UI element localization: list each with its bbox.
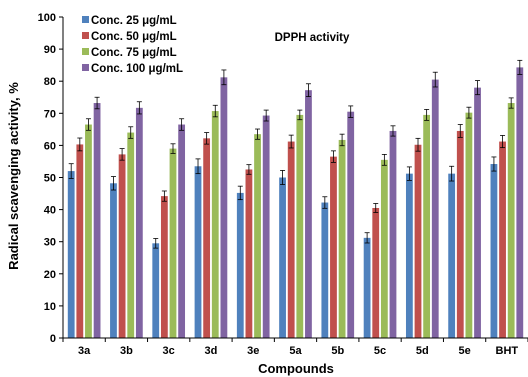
error-bars-layer (68, 59, 523, 249)
x-axis-label: Compounds (258, 361, 334, 376)
legend-swatch (82, 16, 89, 23)
bar (499, 141, 506, 338)
bar (76, 144, 84, 338)
y-tick-label: 40 (44, 205, 56, 217)
bar (127, 132, 135, 338)
y-tick-label: 100 (38, 12, 56, 24)
legend-swatch (82, 32, 89, 39)
y-tick-label: 50 (44, 173, 56, 185)
x-tick-label: 3d (205, 345, 218, 357)
bar (372, 207, 380, 338)
bar (203, 138, 211, 338)
bar (169, 148, 177, 338)
legend-label: Conc. 25 μg/mL (91, 15, 177, 27)
bar (279, 177, 286, 338)
bar (516, 67, 524, 338)
bar (296, 114, 304, 338)
bar (152, 243, 160, 338)
y-tick-label: 70 (44, 108, 56, 120)
bar (474, 87, 481, 339)
bar (194, 166, 202, 338)
x-tick-label: 3e (247, 345, 259, 357)
bar (67, 171, 75, 338)
y-tick-label: 90 (44, 44, 56, 56)
chart-title: DPPH activity (275, 32, 350, 44)
y-tick-label: 60 (44, 140, 56, 152)
bar (414, 144, 422, 338)
bar (363, 237, 371, 338)
x-tick-label: 3c (163, 345, 175, 357)
bar (321, 202, 329, 338)
bar (456, 130, 464, 338)
bars-layer (67, 67, 524, 339)
x-tick-label: 5b (331, 345, 344, 357)
bar (118, 154, 126, 338)
legend-swatch (82, 64, 89, 71)
x-tick-label: 5a (289, 345, 302, 357)
bar (85, 124, 92, 338)
y-tick-label: 80 (44, 76, 56, 88)
bar (448, 173, 456, 338)
bar (245, 169, 253, 338)
bar (465, 112, 473, 339)
x-tick-label: 3a (78, 345, 91, 357)
bar (380, 159, 388, 338)
legend-label: Conc. 75 μg/mL (91, 47, 177, 59)
bar (490, 164, 498, 338)
bar (330, 156, 337, 338)
bar (347, 111, 355, 338)
x-tick-label: 5d (416, 345, 429, 357)
y-tick-label: 30 (44, 237, 56, 249)
bar (287, 141, 295, 338)
bar (389, 130, 397, 338)
bar (338, 139, 346, 338)
bar (431, 79, 439, 338)
x-ticks: 3a 3b 3c 3d 3e 5a 5b 5c 5d 5e BHT (62, 338, 528, 357)
bar (135, 107, 143, 338)
bar (220, 77, 228, 339)
bar (405, 173, 413, 338)
y-tick-label: 0 (50, 333, 56, 345)
bar (178, 124, 186, 338)
x-tick-label: BHT (496, 345, 519, 357)
legend-swatch (82, 48, 89, 55)
x-tick-label: 5e (458, 345, 470, 357)
x-tick-label: 5c (374, 345, 386, 357)
bar (211, 111, 219, 338)
legend-label: Conc. 50 μg/mL (91, 31, 177, 43)
y-tick-label: 20 (44, 269, 56, 281)
x-tick-label: 3b (120, 345, 133, 357)
legend-label: Conc. 100 μg/mL (91, 63, 183, 75)
y-tick-label: 10 (44, 301, 56, 313)
bar (507, 103, 515, 338)
y-ticks: 0 10 20 30 40 50 60 70 80 90 100 (38, 12, 63, 345)
bar (160, 196, 168, 338)
legend: Conc. 25 μg/mL Conc. 50 μg/mL Conc. 75 μg/… (82, 15, 183, 75)
bar (305, 90, 312, 338)
bar (236, 192, 244, 338)
bar (93, 103, 101, 338)
bar (262, 115, 270, 338)
y-axis-label: Radical scavenging activity, % (6, 82, 21, 270)
bar (423, 114, 431, 338)
bar (254, 134, 261, 338)
bar (110, 183, 117, 338)
